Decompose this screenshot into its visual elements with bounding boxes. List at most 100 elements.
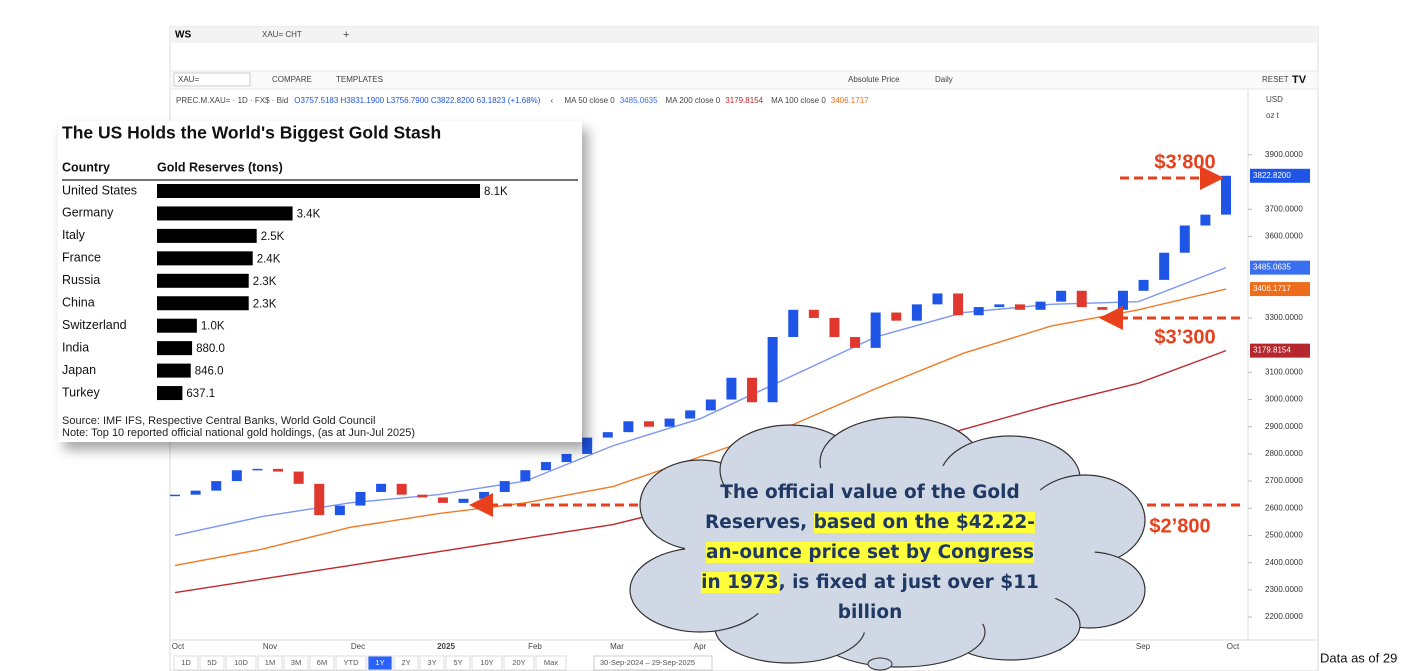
price-tag-label: 3485.0635	[1253, 263, 1291, 272]
y-tick-label: 3100.0000	[1265, 367, 1303, 376]
candle	[685, 410, 696, 419]
period-label[interactable]: 3M	[291, 658, 301, 667]
bar	[157, 386, 183, 401]
price-mode[interactable]: Absolute Price	[848, 75, 900, 84]
templates-button[interactable]: TEMPLATES	[336, 75, 383, 84]
column-header: Country	[62, 160, 110, 174]
candle	[520, 470, 531, 482]
period-label[interactable]: 1Y	[375, 658, 384, 667]
country: France	[62, 251, 101, 265]
period-label[interactable]: 1D	[181, 658, 191, 667]
value-label: 846.0	[195, 366, 224, 378]
x-tick-label: Dec	[351, 642, 365, 651]
period-button[interactable]	[503, 655, 535, 671]
value-label: 2.4K	[257, 253, 281, 265]
candle	[1138, 279, 1149, 291]
value-label: 2.5K	[261, 231, 285, 243]
reserves-card: The US Holds the World's Biggest Gold St…	[58, 121, 582, 442]
x-tick-label: Feb	[528, 642, 542, 651]
period-button[interactable]	[335, 655, 367, 671]
candle	[437, 497, 448, 503]
bar	[157, 206, 293, 221]
period-button[interactable]	[445, 655, 471, 671]
value-label: 3.4K	[297, 208, 321, 220]
price-tag	[1250, 343, 1310, 358]
country: Turkey	[62, 385, 100, 399]
period-label[interactable]: Max	[544, 658, 558, 667]
interval[interactable]: Daily	[935, 75, 953, 84]
period-button[interactable]	[257, 655, 283, 671]
x-tick-label: Oct	[1227, 642, 1240, 651]
period-button[interactable]	[309, 655, 335, 671]
y-tick-label: 2600.0000	[1265, 503, 1303, 512]
value-label: 2.3K	[253, 298, 277, 310]
y-tick-label: 2300.0000	[1265, 585, 1303, 594]
x-tick-label: Apr	[694, 642, 707, 651]
level-label: $3’300	[1154, 326, 1215, 348]
legend-toggle: ‹	[550, 96, 553, 105]
y-tick-label: 2800.0000	[1265, 449, 1303, 458]
y-tick-label: 2700.0000	[1265, 476, 1303, 485]
tab-label[interactable]: XAU= CHT	[262, 30, 302, 39]
search-box[interactable]	[173, 72, 251, 87]
candle	[479, 491, 490, 499]
search-text[interactable]: XAU=	[178, 75, 199, 84]
moving-average	[174, 266, 1227, 537]
period-button[interactable]	[535, 655, 567, 671]
period-label[interactable]: 10D	[234, 658, 248, 667]
y-tick-label: 2500.0000	[1265, 531, 1303, 540]
candle	[1076, 290, 1087, 308]
candle	[788, 309, 799, 337]
bar	[157, 318, 197, 333]
period-button[interactable]	[283, 655, 309, 671]
candle	[726, 377, 737, 400]
x-tick-label: Oct	[172, 642, 185, 651]
candle	[643, 421, 654, 427]
country: Italy	[62, 228, 86, 242]
candle	[170, 494, 180, 497]
candle	[1097, 307, 1108, 310]
period-label[interactable]: 10Y	[480, 658, 493, 667]
candle	[808, 309, 819, 318]
bar	[157, 341, 193, 356]
period-button[interactable]	[471, 655, 503, 671]
period-button[interactable]	[367, 655, 393, 671]
period-button[interactable]	[225, 655, 257, 671]
period-label[interactable]: 1M	[265, 658, 275, 667]
new-tab[interactable]: +	[343, 29, 349, 41]
country: India	[62, 340, 89, 354]
period-button[interactable]	[173, 655, 199, 671]
country: United States	[62, 183, 137, 197]
candle	[870, 312, 881, 348]
period-label[interactable]: 5Y	[453, 658, 462, 667]
footer: 1D 5D 10D 1M 3M 6M YTD 1Y 2Y 3Y 5Y 10Y 20Y Max 30-Sep-…	[173, 650, 1397, 671]
candle	[850, 336, 861, 348]
legend-text: MA 50 close 0	[564, 96, 615, 105]
period-label[interactable]: 5D	[207, 658, 217, 667]
reset-button[interactable]: RESET	[1262, 75, 1289, 84]
unit[interactable]: oz t	[1266, 111, 1280, 120]
period-button[interactable]	[393, 655, 419, 671]
period-label[interactable]: 3Y	[427, 658, 436, 667]
candle	[252, 468, 263, 471]
legend-text: 3406.1717	[831, 96, 869, 105]
period-button[interactable]	[199, 655, 225, 671]
currency[interactable]: USD	[1266, 95, 1283, 104]
legend-text: O3757.5183 H3831.1900 L3756.7900 C3822.8…	[294, 96, 541, 105]
candle	[1014, 304, 1025, 310]
candle	[705, 399, 716, 411]
value-label: 8.1K	[484, 186, 508, 198]
candle	[829, 317, 840, 337]
period-label[interactable]: YTD	[344, 658, 360, 667]
period-button[interactable]	[419, 655, 445, 671]
period-label[interactable]: 2Y	[401, 658, 410, 667]
level-label: $3’800	[1154, 151, 1215, 173]
period-label[interactable]: 6M	[317, 658, 327, 667]
compare-button[interactable]: COMPARE	[272, 75, 312, 84]
candle	[273, 468, 284, 472]
country: Japan	[62, 363, 96, 377]
price-tag-label: 3406.1717	[1253, 284, 1291, 293]
candle	[767, 336, 778, 403]
period-label[interactable]: 20Y	[512, 658, 525, 667]
